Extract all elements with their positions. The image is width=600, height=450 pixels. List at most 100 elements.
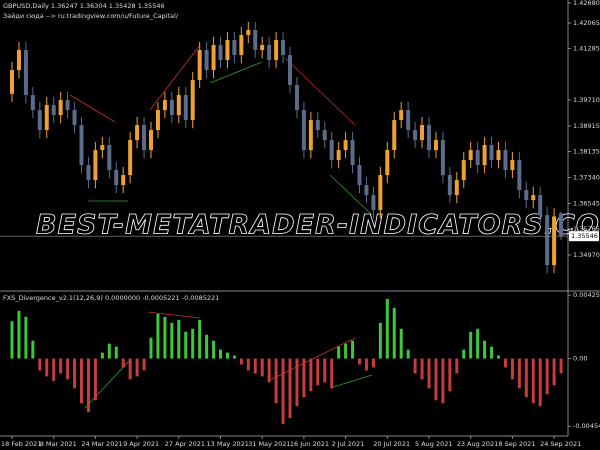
divergence-line [209,61,263,84]
histogram-bar [538,358,542,407]
divergence-line [329,374,373,389]
indicator-title: FXS_Divergence_v2.1(12,26,9) 0.0000000 -… [3,294,219,302]
candle-body [413,130,418,141]
histogram-bar [413,358,417,374]
x-tick-label: 18 Feb 2021 [1,440,41,448]
candle-body [232,40,237,56]
divergence-line [149,44,201,111]
histogram-bar [309,358,313,392]
y-tick-label: 0.0042542 [573,291,600,299]
candle-body [10,70,14,94]
histogram-bar [198,319,202,359]
histogram-bar [476,328,480,359]
histogram-bar [351,340,355,359]
candle-body [128,140,133,176]
candle-body [294,85,299,111]
histogram-bar [323,358,327,383]
candle-body [253,30,258,51]
histogram-bar [510,358,514,380]
chart-subtitle: Зайди сюда --> ru.tradingview.com/u/Futu… [3,12,179,20]
candle-body [93,150,98,181]
histogram-bar [288,358,292,419]
x-tick-label: 5 Aug 2021 [415,440,453,448]
candle-body [37,110,42,131]
candle-body [260,45,265,51]
x-tick-label: 24 Sep 2021 [540,440,581,448]
candle-body [16,50,21,71]
candle-body [427,125,431,151]
candle-body [454,180,459,196]
candle-body [114,170,119,186]
y-tick-label: 1.39710 [573,96,600,104]
candle-body [301,110,306,151]
candle-body [176,95,181,116]
candle-body [343,140,348,151]
histogram-bar [239,358,243,365]
histogram-bar [142,358,146,371]
histogram-bar [503,358,507,368]
candle-body [496,150,501,161]
candle-body [225,40,230,61]
histogram-bar [469,331,473,359]
candle-body [559,213,564,237]
y-tick-label: 1.42065 [573,19,600,27]
candle-body [246,30,251,36]
y-tick-label: 1.36545 [573,200,600,208]
candle-body [190,80,195,121]
histogram-bar [80,358,83,404]
candle-body [169,100,174,116]
candle-body [162,100,167,111]
candle-body [135,125,140,141]
candle-body [58,100,63,116]
histogram-bar [531,358,535,404]
histogram-bar [31,340,35,359]
divergence-line [84,359,131,409]
candle-body [204,50,209,71]
histogram-bar [212,340,216,359]
histogram-bar [427,358,431,389]
candle-body [183,95,188,121]
candle-body [23,50,28,96]
candle-body [218,45,223,61]
histogram-bar [45,358,49,377]
candle-body [545,215,550,266]
candle-body [357,165,362,186]
candle-body [336,150,341,161]
candle-body [197,50,202,81]
x-tick-label: 24 Mar 2021 [81,440,122,448]
candle-body [239,35,244,56]
candle-body [517,160,522,191]
histogram-bar [135,358,139,377]
histogram-bar [205,334,209,359]
x-tick-label: 23 Aug 2021 [457,440,499,448]
candle-body [315,120,320,131]
histogram-bar [38,358,42,371]
candle-body [399,110,404,121]
candle-body [406,110,411,131]
histogram-bar [163,316,167,359]
x-tick-label: 20 Jul 2021 [373,440,410,448]
x-tick-label: 31 May 2021 [248,440,290,448]
divergence-lines [69,44,373,409]
candle-body [86,165,91,181]
candle-body [447,175,452,196]
y-tick-label: 1.35765 [573,225,600,233]
histogram-bar [434,358,438,401]
histogram-bar [559,358,563,374]
candle-body [392,120,397,151]
x-tick-label: 9 Apr 2021 [123,440,159,448]
histogram-bar [177,319,181,359]
histogram-bar [253,358,257,374]
candle-body [329,140,334,161]
histogram-bar [59,358,63,374]
histogram-bar [170,322,174,359]
candle-body [142,125,147,151]
histogram-bar [385,298,389,359]
y-tick-label: 1.34970 [573,251,600,259]
chart-title: GBPUSD,Daily 1.36247 1.36304 1.35428 1.3… [3,2,165,10]
y-tick-label: 1.38135 [573,148,600,156]
divergence-line [329,174,373,216]
candle-body [44,105,49,131]
candle-body [72,110,77,126]
